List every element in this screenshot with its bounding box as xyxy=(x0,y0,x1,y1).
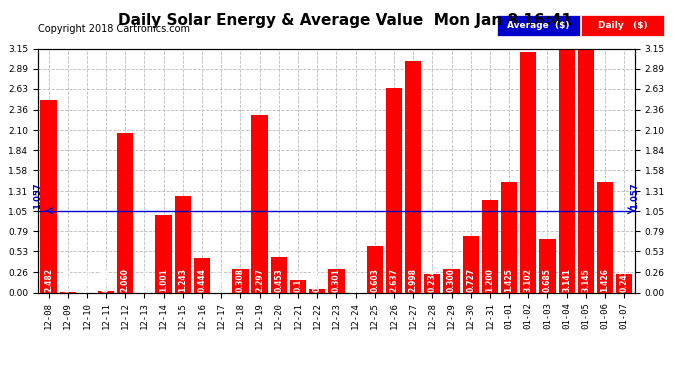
Bar xyxy=(290,280,306,292)
Text: Copyright 2018 Cartronics.com: Copyright 2018 Cartronics.com xyxy=(38,24,190,34)
Text: Average  ($): Average ($) xyxy=(507,21,569,30)
Bar xyxy=(309,289,326,292)
Bar xyxy=(386,88,402,292)
Text: 0.685: 0.685 xyxy=(543,268,552,292)
Bar xyxy=(175,196,191,292)
Text: 0.301: 0.301 xyxy=(332,268,341,292)
Text: 0.160: 0.160 xyxy=(293,268,302,292)
Bar xyxy=(444,269,460,292)
Text: 0.047: 0.047 xyxy=(313,268,322,292)
Bar xyxy=(540,240,555,292)
Text: 0.000: 0.000 xyxy=(82,268,91,292)
Text: 1.001: 1.001 xyxy=(159,268,168,292)
Text: 0.603: 0.603 xyxy=(371,268,380,292)
Text: 0.014: 0.014 xyxy=(101,268,110,292)
Text: 2.998: 2.998 xyxy=(408,268,417,292)
Bar xyxy=(462,236,479,292)
Bar xyxy=(233,268,248,292)
Text: 1.425: 1.425 xyxy=(504,268,513,292)
Bar xyxy=(366,246,383,292)
Text: 3.145: 3.145 xyxy=(582,268,591,292)
Text: 0.000: 0.000 xyxy=(351,268,360,292)
Bar xyxy=(578,49,594,292)
Text: 0.000: 0.000 xyxy=(140,268,149,292)
Bar xyxy=(270,258,287,292)
Bar xyxy=(616,274,633,292)
Text: 0.000: 0.000 xyxy=(217,268,226,292)
Text: 2.637: 2.637 xyxy=(389,268,398,292)
Bar xyxy=(40,100,57,292)
Text: 0.453: 0.453 xyxy=(275,268,284,292)
Bar xyxy=(328,269,344,292)
Text: 0.300: 0.300 xyxy=(447,268,456,292)
Bar xyxy=(520,53,536,292)
Text: 0.234: 0.234 xyxy=(428,268,437,292)
Bar xyxy=(98,291,115,292)
Bar xyxy=(558,50,575,292)
Text: 1.057: 1.057 xyxy=(33,183,43,209)
Bar xyxy=(155,215,172,292)
Text: 0.444: 0.444 xyxy=(197,268,206,292)
Bar xyxy=(194,258,210,292)
Text: 1.200: 1.200 xyxy=(485,268,495,292)
Bar xyxy=(424,274,440,292)
Text: 3.141: 3.141 xyxy=(562,268,571,292)
Bar xyxy=(482,200,498,292)
Text: 0.308: 0.308 xyxy=(236,268,245,292)
Text: Daily Solar Energy & Average Value  Mon Jan 8 16:41: Daily Solar Energy & Average Value Mon J… xyxy=(118,13,572,28)
Text: 0.727: 0.727 xyxy=(466,268,475,292)
Text: 1.057: 1.057 xyxy=(630,183,640,209)
Bar xyxy=(251,115,268,292)
Text: 2.060: 2.060 xyxy=(121,268,130,292)
Text: 0.242: 0.242 xyxy=(620,268,629,292)
Text: 2.297: 2.297 xyxy=(255,268,264,292)
Text: 0.001: 0.001 xyxy=(63,268,72,292)
Bar xyxy=(501,182,518,292)
Bar xyxy=(405,60,422,292)
Text: 1.243: 1.243 xyxy=(178,268,188,292)
Bar xyxy=(597,182,613,292)
Bar xyxy=(117,133,133,292)
Text: Daily   ($): Daily ($) xyxy=(598,21,647,30)
Text: 1.426: 1.426 xyxy=(600,268,609,292)
Text: 3.102: 3.102 xyxy=(524,268,533,292)
Text: 2.482: 2.482 xyxy=(44,268,53,292)
